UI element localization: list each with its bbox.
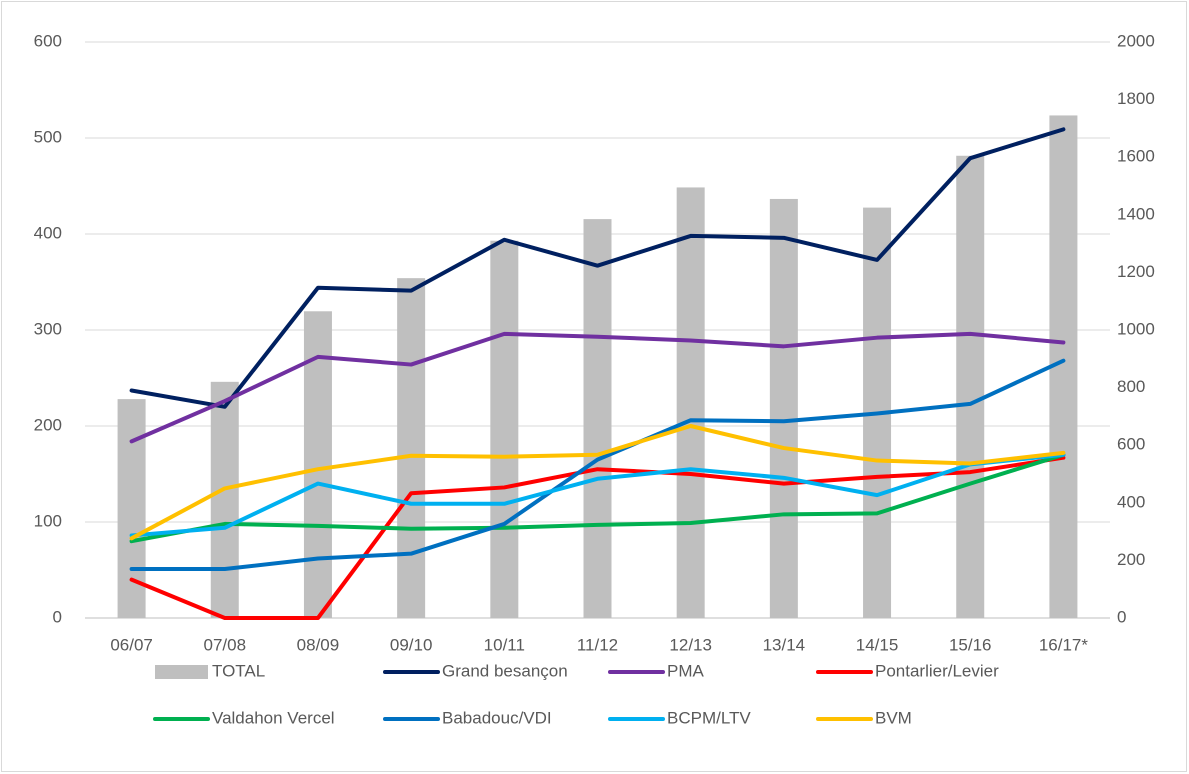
x-tick-label: 14/15	[856, 635, 899, 654]
legend-label: BCPM/LTV	[667, 708, 751, 727]
legend-label: BVM	[875, 708, 912, 727]
legend-label: Babadouc/VDI	[442, 708, 552, 727]
y2-tick-label: 1400	[1117, 204, 1155, 223]
y-tick-label: 100	[34, 511, 62, 530]
y2-tick-label: 1800	[1117, 89, 1155, 108]
line	[129, 452, 1066, 538]
x-tick-label: 12/13	[669, 635, 712, 654]
legend-label: Pontarlier/Levier	[875, 661, 999, 680]
bar	[676, 187, 705, 618]
y-tick-label: 0	[53, 607, 62, 626]
x-tick-label: 15/16	[949, 635, 992, 654]
legend-label: Valdahon Vercel	[212, 708, 335, 727]
bar	[490, 240, 519, 618]
x-tick-label: 11/12	[577, 635, 618, 654]
line	[129, 331, 1066, 444]
x-tick-label: 10/11	[484, 635, 525, 654]
bar	[210, 381, 239, 618]
line	[129, 424, 1066, 541]
y-tick-label: 500	[34, 127, 62, 146]
y2-tick-label: 2000	[1117, 31, 1155, 50]
line	[129, 127, 1066, 409]
line	[129, 452, 1066, 544]
legend-swatch	[155, 665, 208, 679]
y2-tick-label: 1600	[1117, 147, 1155, 166]
y2-tick-label: 0	[1117, 607, 1126, 626]
bar	[956, 155, 985, 618]
y2-tick-label: 200	[1117, 550, 1145, 569]
bar	[769, 198, 798, 618]
y2-tick-label: 800	[1117, 377, 1145, 396]
y-tick-label: 600	[34, 31, 62, 50]
legend-label: TOTAL	[212, 661, 265, 680]
x-tick-label: 16/17*	[1039, 635, 1089, 654]
x-tick-label: 06/07	[110, 635, 153, 654]
line	[129, 358, 1066, 572]
y2-tick-label: 1200	[1117, 262, 1155, 281]
y-tick-label: 200	[34, 415, 62, 434]
line	[129, 455, 1066, 620]
x-tick-label: 07/08	[203, 635, 246, 654]
bar	[583, 219, 612, 618]
x-tick-label: 08/09	[297, 635, 340, 654]
y2-tick-label: 1000	[1117, 319, 1155, 338]
y2-tick-label: 400	[1117, 492, 1145, 511]
legend-label: Grand besançon	[442, 661, 568, 680]
legend-label: PMA	[667, 661, 705, 680]
x-tick-label: 09/10	[390, 635, 433, 654]
y-tick-label: 400	[34, 223, 62, 242]
bar	[397, 278, 426, 618]
y-tick-label: 300	[34, 319, 62, 338]
y2-tick-label: 600	[1117, 435, 1145, 454]
x-tick-label: 13/14	[763, 635, 806, 654]
